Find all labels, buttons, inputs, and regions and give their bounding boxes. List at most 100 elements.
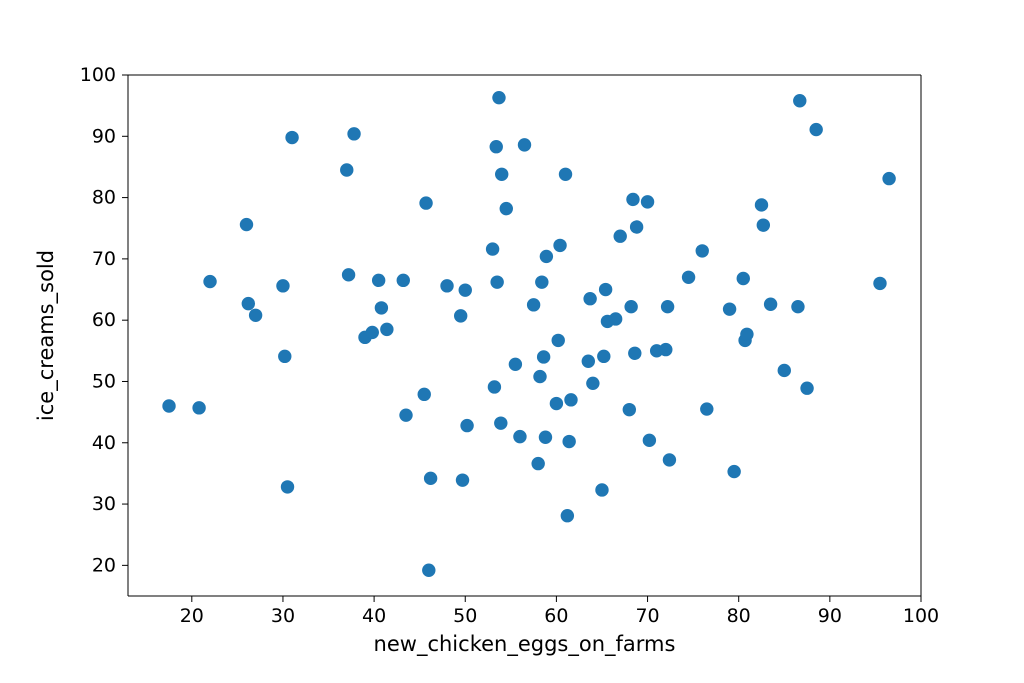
scatter-point — [800, 382, 813, 395]
scatter-point — [659, 343, 672, 356]
scatter-point — [347, 127, 360, 140]
scatter-point — [540, 250, 553, 263]
scatter-point — [641, 195, 654, 208]
scatter-point — [582, 355, 595, 368]
scatter-point — [440, 279, 453, 292]
scatter-point — [490, 140, 503, 153]
scatter-point — [663, 453, 676, 466]
x-tick-label: 90 — [818, 605, 842, 627]
x-tick-label: 80 — [727, 605, 751, 627]
scatter-point — [494, 416, 507, 429]
scatter-point — [539, 431, 552, 444]
scatter-point — [597, 350, 610, 363]
scatter-point — [192, 401, 205, 414]
x-tick-label: 50 — [453, 605, 477, 627]
scatter-point — [562, 435, 575, 448]
scatter-point — [643, 434, 656, 447]
scatter-point — [626, 193, 639, 206]
x-tick-label: 60 — [544, 605, 568, 627]
scatter-point — [375, 301, 388, 314]
x-tick-label: 40 — [362, 605, 386, 627]
scatter-point — [873, 277, 886, 290]
scatter-point — [553, 239, 566, 252]
scatter-point — [380, 323, 393, 336]
scatter-point — [424, 472, 437, 485]
scatter-point — [281, 480, 294, 493]
scatter-point — [495, 168, 508, 181]
scatter-point — [242, 297, 255, 310]
scatter-point — [623, 403, 636, 416]
scatter-point — [700, 402, 713, 415]
scatter-point — [564, 393, 577, 406]
scatter-point — [533, 370, 546, 383]
y-tick-label: 80 — [92, 187, 116, 209]
scatter-point — [340, 163, 353, 176]
scatter-point — [460, 419, 473, 432]
scatter-point — [249, 309, 262, 322]
x-axis-label: new_chicken_eggs_on_farms — [374, 632, 676, 657]
scatter-point — [509, 358, 522, 371]
scatter-point — [599, 283, 612, 296]
scatter-point — [727, 465, 740, 478]
x-tick-label: 20 — [180, 605, 204, 627]
x-tick-label: 100 — [903, 605, 939, 627]
scatter-point — [882, 172, 895, 185]
scatter-point — [723, 302, 736, 315]
scatter-point — [203, 275, 216, 288]
scatter-point — [518, 138, 531, 151]
scatter-point — [661, 300, 674, 313]
scatter-point — [456, 473, 469, 486]
y-tick-label: 70 — [92, 248, 116, 270]
scatter-point — [276, 279, 289, 292]
scatter-point — [490, 275, 503, 288]
scatter-point — [696, 244, 709, 257]
y-axis-label: ice_creams_sold — [34, 250, 59, 421]
scatter-point — [630, 220, 643, 233]
scatter-point — [162, 399, 175, 412]
scatter-point — [755, 198, 768, 211]
y-tick-label: 100 — [80, 64, 116, 86]
scatter-point — [418, 388, 431, 401]
scatter-point — [240, 218, 253, 231]
x-tick-label: 30 — [271, 605, 295, 627]
scatter-point — [459, 283, 472, 296]
scatter-chart: 20304050607080901002030405060708090100ne… — [0, 0, 1024, 683]
scatter-point — [531, 457, 544, 470]
scatter-point — [737, 272, 750, 285]
scatter-point — [809, 123, 822, 136]
scatter-point — [527, 298, 540, 311]
y-tick-label: 40 — [92, 432, 116, 454]
scatter-point — [764, 298, 777, 311]
scatter-point — [399, 408, 412, 421]
y-tick-label: 30 — [92, 493, 116, 515]
chart-svg: 20304050607080901002030405060708090100ne… — [0, 0, 1024, 683]
scatter-point — [372, 274, 385, 287]
scatter-point — [492, 91, 505, 104]
scatter-point — [278, 350, 291, 363]
scatter-point — [500, 202, 513, 215]
scatter-point — [486, 242, 499, 255]
scatter-point — [624, 300, 637, 313]
y-tick-label: 50 — [92, 370, 116, 392]
scatter-point — [419, 196, 432, 209]
scatter-point — [535, 275, 548, 288]
scatter-point — [488, 380, 501, 393]
scatter-point — [791, 300, 804, 313]
scatter-point — [614, 230, 627, 243]
scatter-point — [550, 397, 563, 410]
scatter-point — [628, 347, 641, 360]
scatter-point — [342, 268, 355, 281]
scatter-point — [595, 483, 608, 496]
scatter-point — [740, 328, 753, 341]
scatter-point — [609, 312, 622, 325]
scatter-point — [513, 430, 526, 443]
y-tick-label: 20 — [92, 554, 116, 576]
scatter-point — [583, 292, 596, 305]
scatter-point — [552, 334, 565, 347]
scatter-point — [285, 131, 298, 144]
scatter-point — [561, 509, 574, 522]
scatter-point — [454, 309, 467, 322]
scatter-point — [537, 350, 550, 363]
scatter-point — [422, 564, 435, 577]
scatter-point — [793, 94, 806, 107]
